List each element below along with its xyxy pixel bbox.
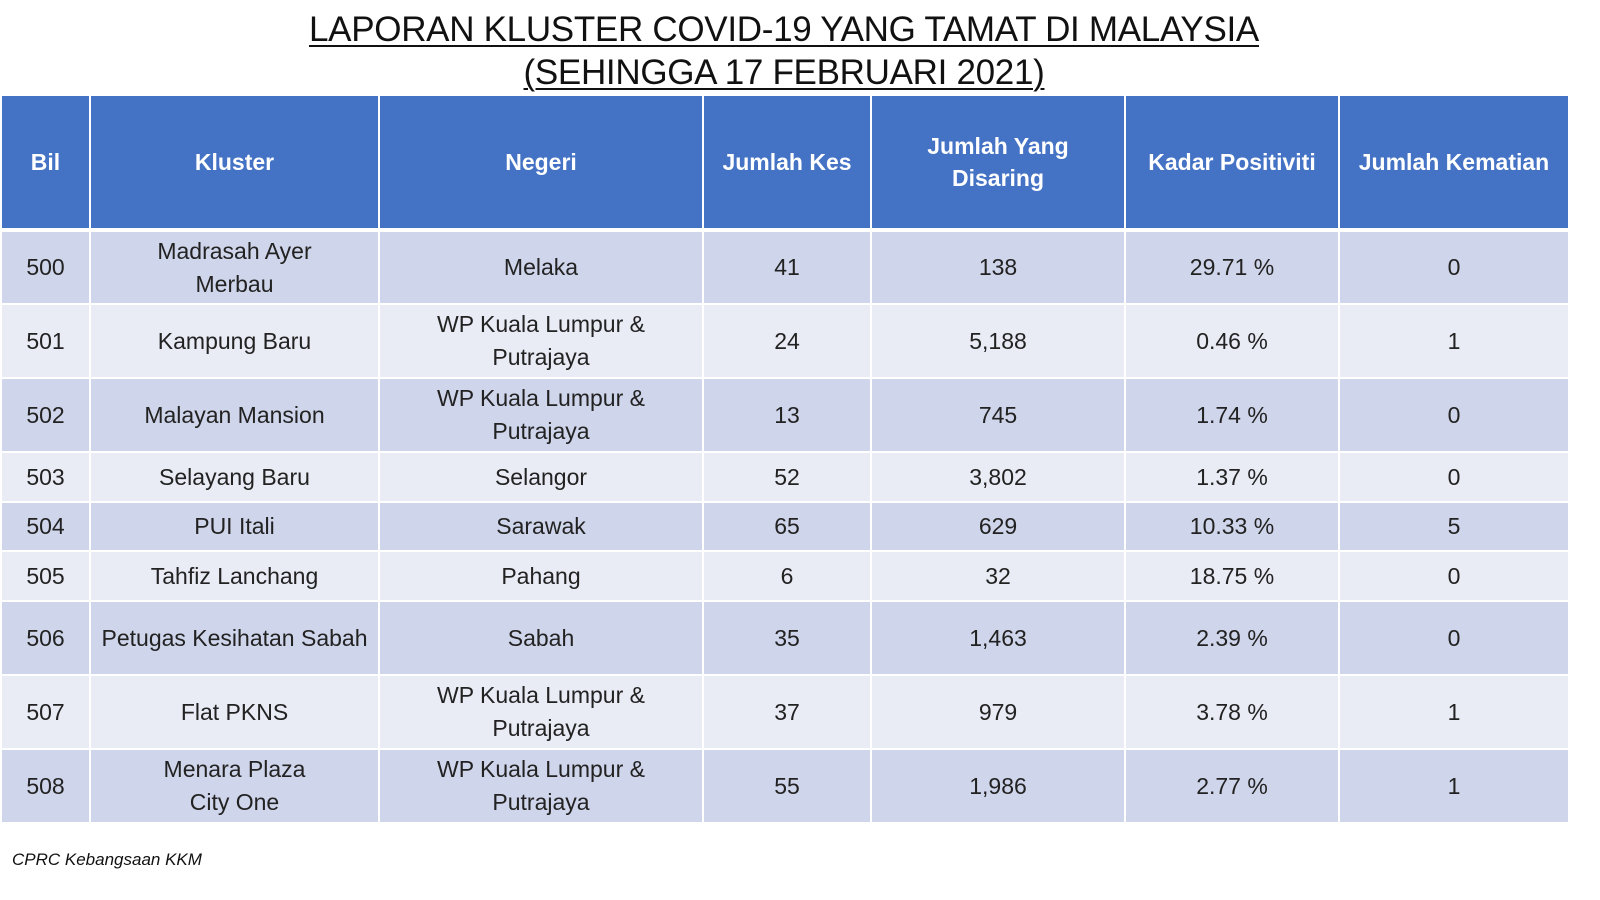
cell-kematian: 5 (1338, 501, 1570, 552)
cell-positiviti: 29.71 % (1124, 229, 1340, 305)
cell-kes: 37 (702, 674, 872, 750)
title-line-1: LAPORAN KLUSTER COVID-19 YANG TAMAT DI M… (309, 10, 1259, 49)
cell-kematian: 0 (1338, 229, 1570, 305)
cell-positiviti: 3.78 % (1124, 674, 1340, 750)
report-title: LAPORAN KLUSTER COVID-19 YANG TAMAT DI M… (0, 8, 1568, 94)
cell-positiviti: 0.46 % (1124, 303, 1340, 379)
cell-negeri: Pahang (378, 550, 704, 602)
cell-bil: 505 (0, 550, 91, 602)
header-jumlah-disaring-label: Jumlah Yang Disaring (927, 133, 1069, 191)
cell-negeri: WP Kuala Lumpur & Putrajaya (378, 303, 704, 379)
cell-kematian: 0 (1338, 550, 1570, 602)
cell-negeri: WP Kuala Lumpur & Putrajaya (378, 748, 704, 824)
cluster-table: Bil Kluster Negeri Jumlah Kes Jumlah Yan… (0, 94, 1570, 824)
cell-kluster: Tahfiz Lanchang (89, 550, 380, 602)
cell-kematian: 1 (1338, 303, 1570, 379)
table-row: 505 Tahfiz Lanchang Pahang 6 32 18.75 % … (0, 550, 1570, 602)
cell-positiviti: 2.77 % (1124, 748, 1340, 824)
cell-positiviti: 10.33 % (1124, 501, 1340, 552)
cell-kes: 52 (702, 451, 872, 503)
cell-kluster: Malayan Mansion (89, 377, 380, 453)
cell-bil: 502 (0, 377, 91, 453)
cell-negeri-text: WP Kuala Lumpur & Putrajaya (437, 682, 645, 741)
cell-kematian: 0 (1338, 377, 1570, 453)
cell-kematian: 1 (1338, 748, 1570, 824)
cell-negeri: Selangor (378, 451, 704, 503)
table-row: 507 Flat PKNS WP Kuala Lumpur & Putrajay… (0, 674, 1570, 750)
cell-kes: 55 (702, 748, 872, 824)
cell-kluster-text: Madrasah Ayer Merbau (157, 237, 312, 297)
cell-positiviti: 1.74 % (1124, 377, 1340, 453)
cell-disaring: 138 (870, 229, 1126, 305)
table-row: 503 Selayang Baru Selangor 52 3,802 1.37… (0, 451, 1570, 503)
header-kluster: Kluster (89, 94, 380, 232)
cell-disaring: 1,986 (870, 748, 1126, 824)
table-row: 501 Kampung Baru WP Kuala Lumpur & Putra… (0, 303, 1570, 379)
cell-kes: 65 (702, 501, 872, 552)
cell-bil: 508 (0, 748, 91, 824)
cell-negeri: Sarawak (378, 501, 704, 552)
cell-bil: 503 (0, 451, 91, 503)
cell-positiviti: 2.39 % (1124, 600, 1340, 676)
cell-kluster-text: Menara Plaza City One (163, 756, 306, 815)
cell-kluster: Petugas Kesihatan Sabah (89, 600, 380, 676)
cell-bil: 506 (0, 600, 91, 676)
header-jumlah-kes: Jumlah Kes (702, 94, 872, 232)
cell-disaring: 5,188 (870, 303, 1126, 379)
cell-kluster: Madrasah Ayer Merbau (89, 229, 380, 305)
cell-negeri: Melaka (378, 229, 704, 305)
cell-kluster: Selayang Baru (89, 451, 380, 503)
header-jumlah-disaring: Jumlah Yang Disaring (870, 94, 1126, 232)
cell-kluster: Menara Plaza City One (89, 748, 380, 824)
cell-disaring: 629 (870, 501, 1126, 552)
cell-negeri: WP Kuala Lumpur & Putrajaya (378, 377, 704, 453)
table-row: 508 Menara Plaza City One WP Kuala Lumpu… (0, 748, 1570, 824)
table-row: 502 Malayan Mansion WP Kuala Lumpur & Pu… (0, 377, 1570, 453)
cell-negeri-text: WP Kuala Lumpur & Putrajaya (437, 385, 645, 444)
cell-negeri: WP Kuala Lumpur & Putrajaya (378, 674, 704, 750)
cell-positiviti: 1.37 % (1124, 451, 1340, 503)
cell-kematian: 0 (1338, 451, 1570, 503)
source-note: CPRC Kebangsaan KKM (12, 850, 202, 869)
header-negeri: Negeri (378, 94, 704, 232)
table-row: 506 Petugas Kesihatan Sabah Sabah 35 1,4… (0, 600, 1570, 676)
cell-negeri: Sabah (378, 600, 704, 676)
header-kadar-positiviti: Kadar Positiviti (1124, 94, 1340, 232)
cell-bil: 507 (0, 674, 91, 750)
table-header-row: Bil Kluster Negeri Jumlah Kes Jumlah Yan… (0, 94, 1570, 232)
cell-negeri-text: WP Kuala Lumpur & Putrajaya (437, 311, 645, 370)
cell-kes: 41 (702, 229, 872, 305)
cell-disaring: 32 (870, 550, 1126, 602)
cell-kluster: Kampung Baru (89, 303, 380, 379)
cell-kematian: 0 (1338, 600, 1570, 676)
table-row: 504 PUI Itali Sarawak 65 629 10.33 % 5 (0, 501, 1570, 552)
cell-disaring: 745 (870, 377, 1126, 453)
cell-kes: 35 (702, 600, 872, 676)
cell-kes: 6 (702, 550, 872, 602)
cell-kes: 24 (702, 303, 872, 379)
cell-kluster: PUI Itali (89, 501, 380, 552)
cell-bil: 504 (0, 501, 91, 552)
cell-negeri-text: WP Kuala Lumpur & Putrajaya (437, 756, 645, 815)
cell-disaring: 979 (870, 674, 1126, 750)
table-row: 500 Madrasah Ayer Merbau Melaka 41 138 2… (0, 229, 1570, 305)
cell-bil: 501 (0, 303, 91, 379)
header-bil: Bil (0, 94, 91, 232)
cell-positiviti: 18.75 % (1124, 550, 1340, 602)
cell-kes: 13 (702, 377, 872, 453)
cell-disaring: 3,802 (870, 451, 1126, 503)
cell-kematian: 1 (1338, 674, 1570, 750)
cell-bil: 500 (0, 229, 91, 305)
header-jumlah-kematian: Jumlah Kematian (1338, 94, 1570, 232)
title-line-2: (SEHINGGA 17 FEBRUARI 2021) (523, 53, 1045, 92)
cell-kluster: Flat PKNS (89, 674, 380, 750)
cell-disaring: 1,463 (870, 600, 1126, 676)
